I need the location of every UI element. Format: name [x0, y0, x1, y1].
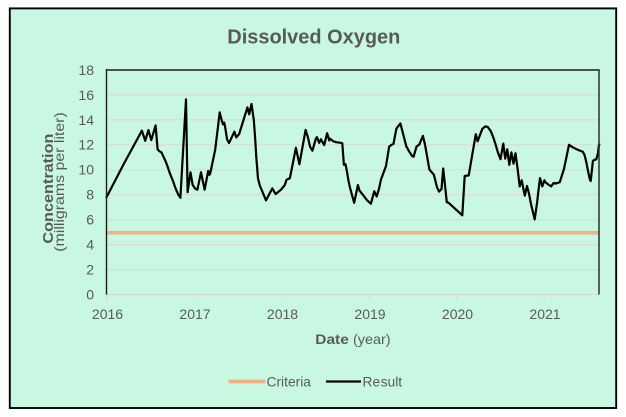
svg-text:18: 18	[78, 62, 94, 78]
svg-text:2021: 2021	[529, 306, 560, 322]
svg-text:4: 4	[86, 237, 94, 253]
svg-text:2018: 2018	[267, 306, 298, 322]
svg-text:16: 16	[78, 87, 94, 103]
svg-text:0: 0	[86, 286, 94, 302]
svg-text:Date: Date	[315, 331, 349, 347]
svg-text:Dissolved Oxygen: Dissolved Oxygen	[227, 27, 400, 49]
svg-text:2019: 2019	[354, 306, 385, 322]
svg-text:Criteria: Criteria	[267, 374, 312, 389]
svg-text:Result: Result	[363, 374, 403, 389]
svg-text:10: 10	[78, 162, 94, 178]
svg-text:Concentration: Concentration	[40, 134, 57, 244]
svg-text:12: 12	[78, 137, 94, 153]
svg-text:6: 6	[86, 212, 94, 228]
svg-text:8: 8	[86, 187, 94, 203]
svg-text:(year): (year)	[353, 331, 391, 347]
svg-text:2020: 2020	[442, 306, 473, 322]
svg-text:2017: 2017	[179, 306, 210, 322]
svg-text:(milligrams per liter): (milligrams per liter)	[52, 112, 67, 252]
svg-text:14: 14	[78, 112, 94, 128]
svg-text:2016: 2016	[92, 306, 123, 322]
svg-text:2: 2	[86, 262, 94, 278]
